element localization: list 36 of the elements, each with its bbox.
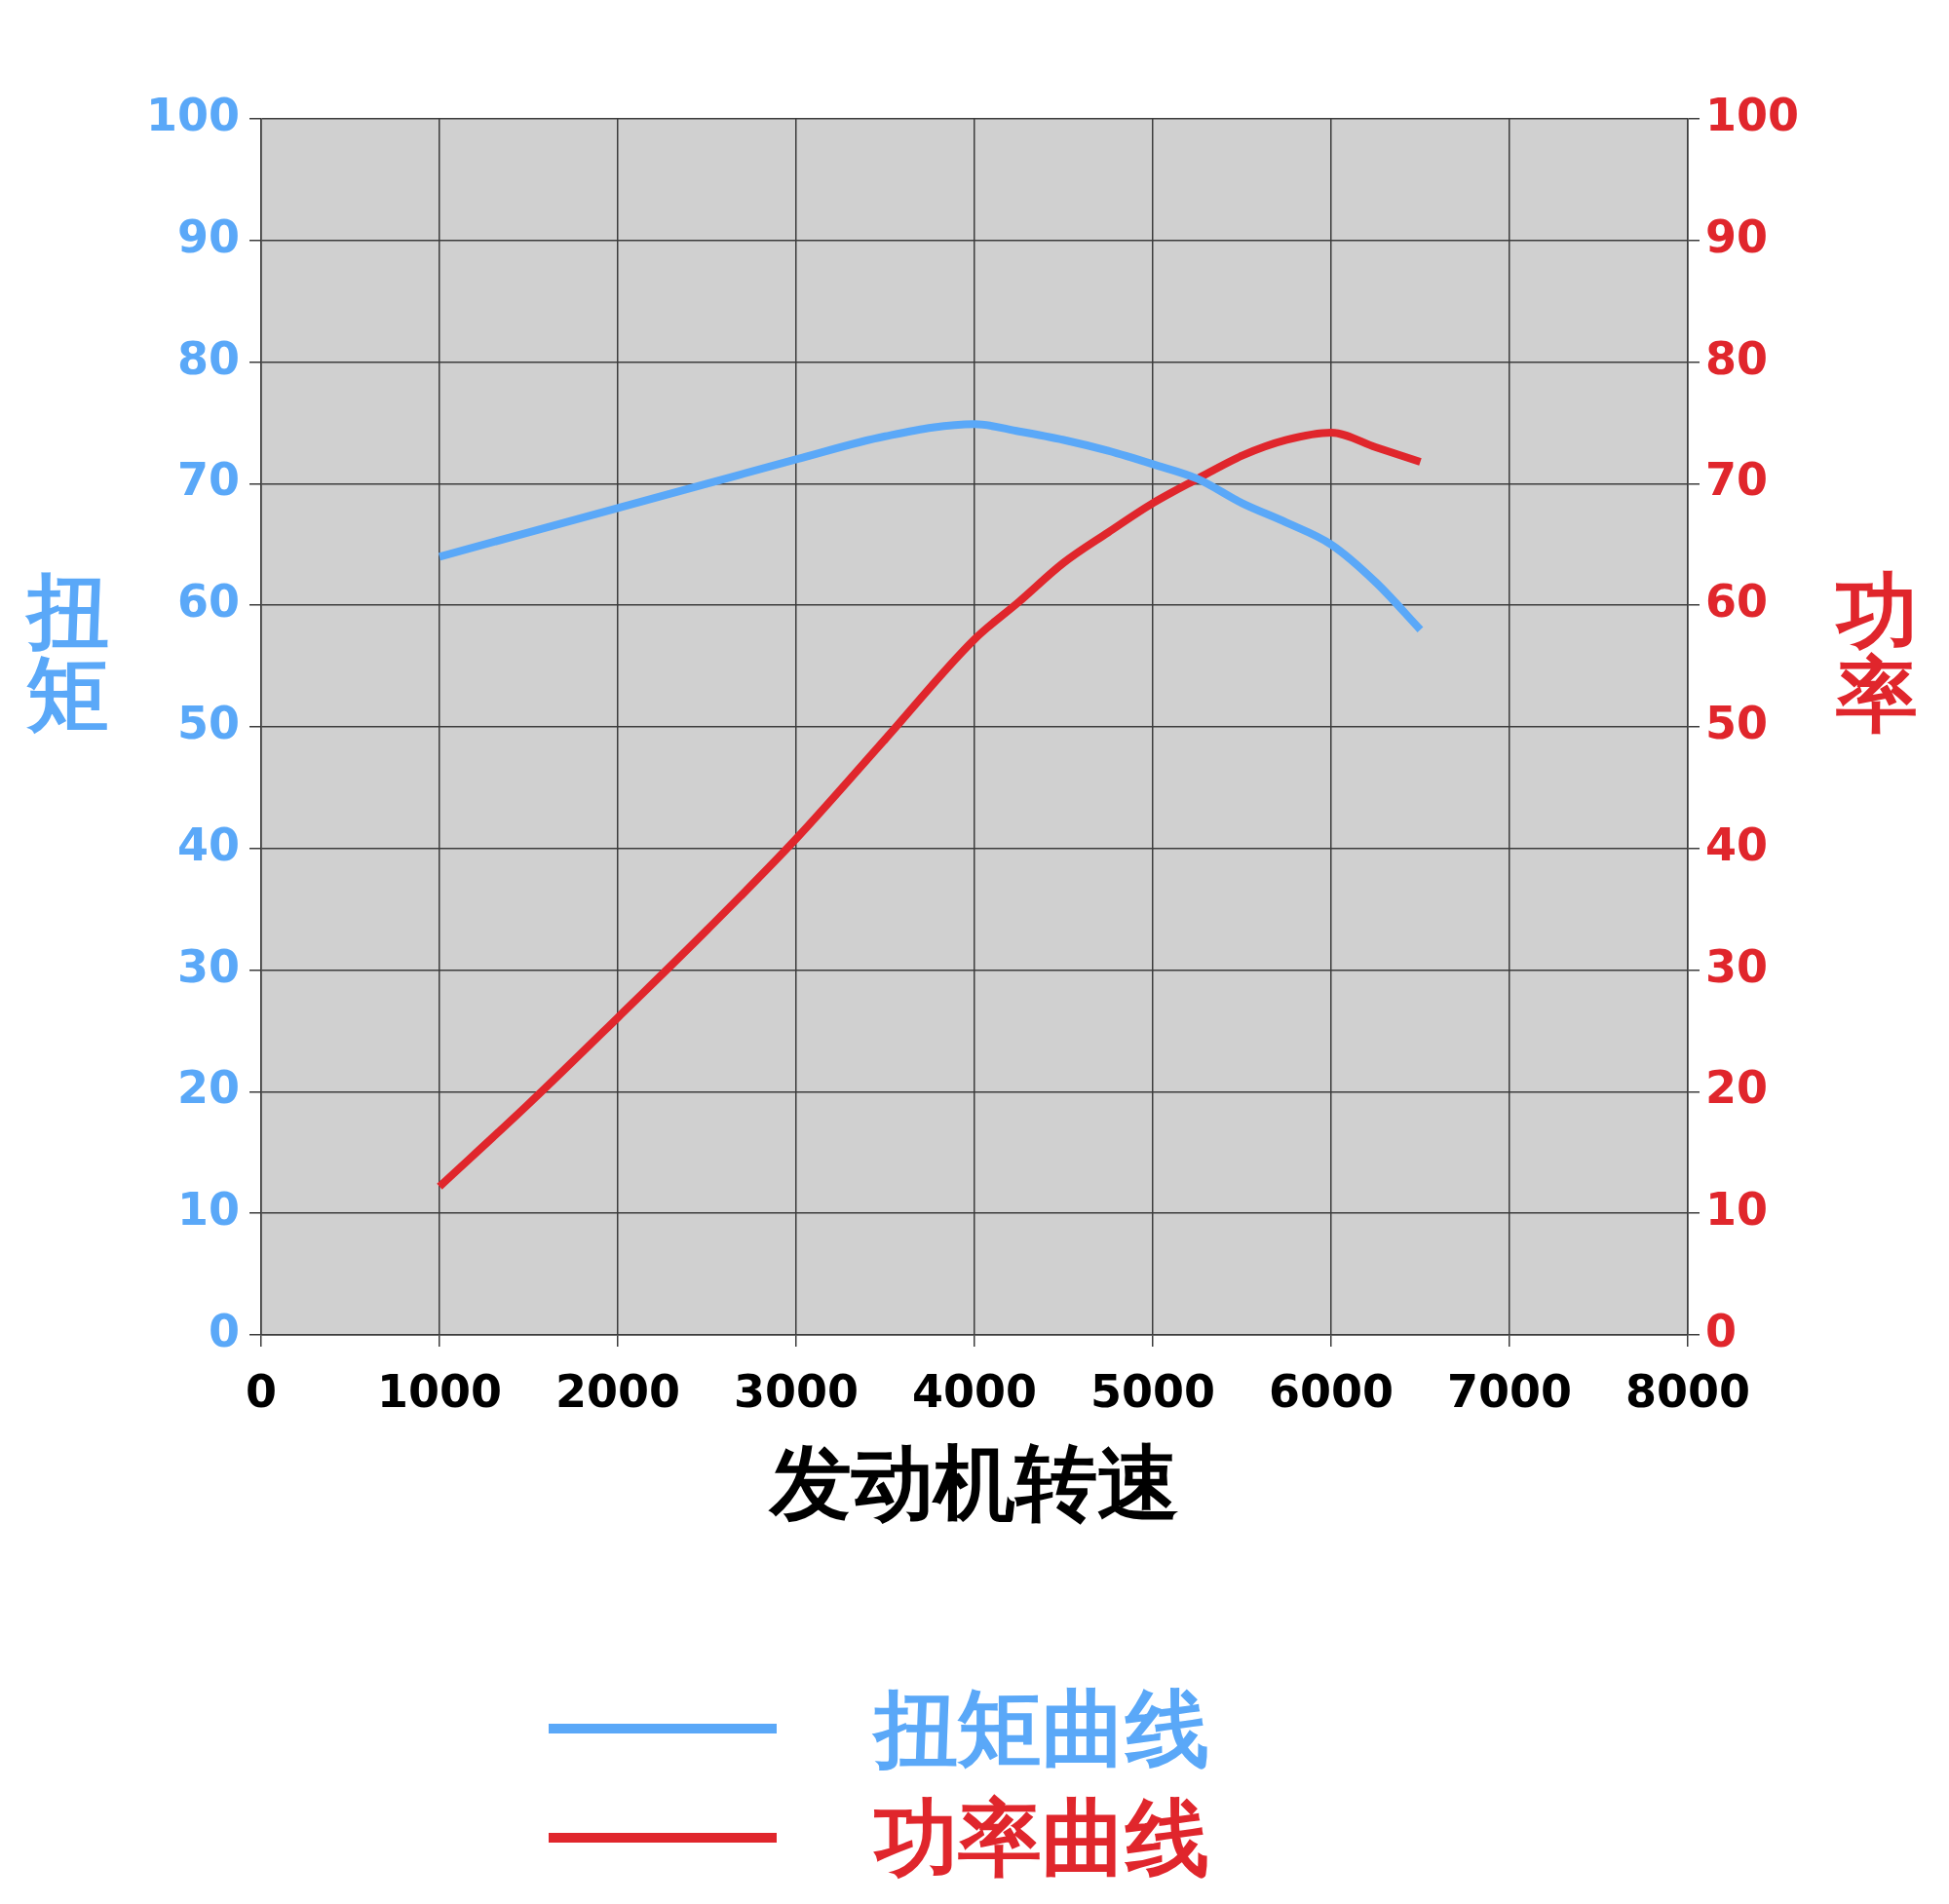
x-tick-label: 6000 [1268,1364,1395,1418]
y-tick-label: 40 [176,818,240,871]
x-tick-label: 0 [245,1364,278,1418]
x-tick-label: 1000 [376,1364,503,1418]
x-tick-label: 4000 [911,1364,1038,1418]
x-tick-label: 2000 [554,1364,681,1418]
x-tick-label: 5000 [1089,1364,1216,1418]
y2-tick-label: 100 [1705,88,1800,141]
y-tick-label: 100 [145,88,240,141]
x-axis-title: 发动机转速 [768,1435,1179,1532]
y2-tick-label: 90 [1705,209,1769,263]
y-axis-title: 扭矩 [27,563,110,743]
legend-label: 功率曲线 [874,1789,1209,1886]
y-tick-label: 80 [176,331,240,385]
x-tick-label: 7000 [1446,1364,1573,1418]
y2-tick-label: 50 [1705,696,1769,749]
y2-tick-label: 20 [1705,1061,1769,1115]
y-tick-label: 0 [208,1304,240,1357]
y2-tick-label: 0 [1705,1304,1738,1357]
y2-axis-title: 功率 [1836,563,1919,743]
y-tick-label: 30 [176,939,240,993]
y-tick-label: 70 [176,453,240,507]
x-tick-label: 3000 [733,1364,860,1418]
y-tick-label: 50 [176,696,240,749]
x-tick-label: 8000 [1624,1364,1751,1418]
y2-tick-label: 30 [1705,939,1769,993]
y-tick-label: 20 [176,1061,240,1115]
y-tick-label: 10 [176,1183,240,1237]
y2-tick-label: 40 [1705,818,1769,871]
y2-tick-label: 70 [1705,453,1769,507]
y2-tick-label: 10 [1705,1183,1769,1237]
y2-tick-label: 80 [1705,331,1769,385]
y2-tick-label: 60 [1705,575,1769,628]
y-tick-label: 60 [176,575,240,628]
legend-label: 扭矩曲线 [874,1680,1209,1777]
y-tick-label: 90 [176,209,240,263]
